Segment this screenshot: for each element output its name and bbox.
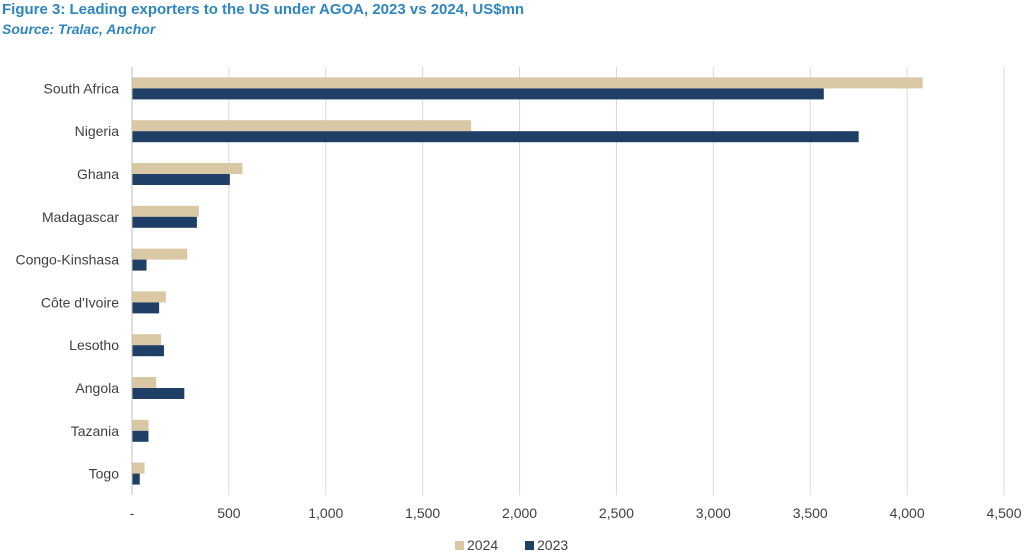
bar-2023 bbox=[132, 259, 147, 271]
bar-2024 bbox=[132, 248, 188, 260]
x-tick-label: - bbox=[130, 505, 135, 521]
bar-2024 bbox=[132, 205, 199, 217]
bar-2023 bbox=[132, 302, 160, 314]
category-label: Côte d'Ivoire bbox=[41, 294, 119, 310]
bar-2023 bbox=[132, 388, 185, 399]
bar-2024 bbox=[132, 462, 145, 474]
category-label: Lesotho bbox=[69, 337, 119, 353]
bar-2023 bbox=[132, 88, 824, 100]
x-tick-label: 1,000 bbox=[308, 505, 343, 521]
x-tick-label: 2,000 bbox=[502, 505, 537, 521]
legend-swatch-2023 bbox=[525, 541, 534, 550]
category-label: South Africa bbox=[44, 80, 120, 96]
category-label: Tazania bbox=[71, 423, 119, 439]
x-tick-label: 500 bbox=[217, 505, 241, 521]
x-tick-label: 4,000 bbox=[890, 505, 925, 521]
category-label: Ghana bbox=[77, 166, 119, 182]
category-label: Nigeria bbox=[75, 123, 120, 139]
category-label: Madagascar bbox=[42, 209, 119, 225]
bar-2024 bbox=[132, 419, 149, 431]
legend-label-2023: 2023 bbox=[537, 537, 568, 553]
bar-2024 bbox=[132, 334, 162, 346]
chart-subtitle: Source: Tralac, Anchor bbox=[2, 21, 156, 37]
chart-title: Figure 3: Leading exporters to the US un… bbox=[2, 1, 525, 18]
bar-2023 bbox=[132, 216, 197, 228]
bar-2023 bbox=[132, 345, 164, 357]
x-tick-label: 1,500 bbox=[405, 505, 440, 521]
bar-2023 bbox=[132, 174, 230, 185]
bar-2024 bbox=[132, 291, 166, 303]
category-label: Angola bbox=[75, 380, 119, 396]
bar-2024 bbox=[132, 120, 472, 132]
bar-2023 bbox=[132, 430, 149, 442]
bar-2023 bbox=[132, 131, 859, 143]
x-tick-label: 4,500 bbox=[986, 505, 1021, 521]
bar-2024 bbox=[132, 77, 923, 89]
x-tick-label: 3,000 bbox=[696, 505, 731, 521]
x-tick-label: 3,500 bbox=[793, 505, 828, 521]
legend-swatch-2024 bbox=[455, 541, 464, 550]
category-label: Togo bbox=[89, 466, 120, 482]
x-tick-label: 2,500 bbox=[599, 505, 634, 521]
bar-2023 bbox=[132, 473, 140, 485]
bar-2024 bbox=[132, 163, 243, 174]
bar-2024 bbox=[132, 377, 157, 388]
category-label: Congo-Kinshasa bbox=[15, 252, 119, 268]
legend-label-2024: 2024 bbox=[467, 537, 498, 553]
